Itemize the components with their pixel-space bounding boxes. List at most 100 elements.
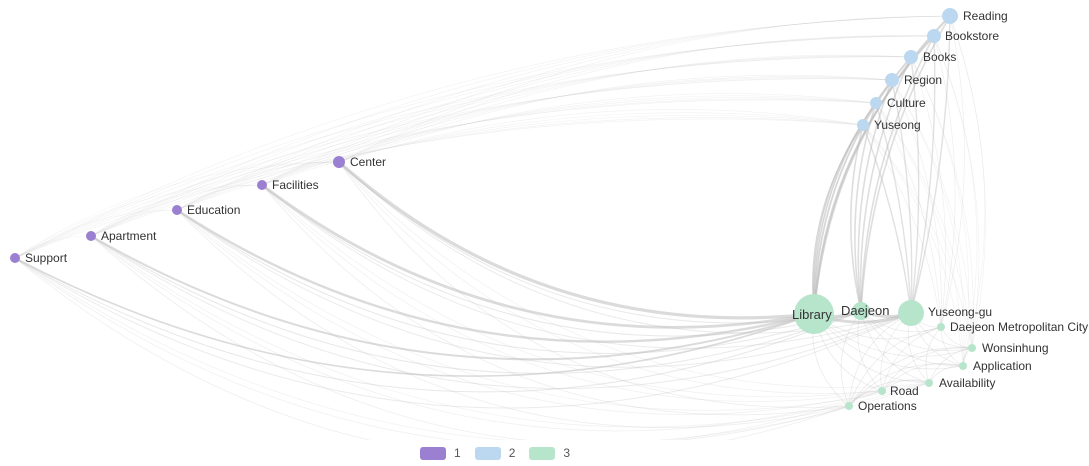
- edge-apartment-reading: [90, 15, 951, 237]
- node-circle-region[interactable]: [885, 73, 899, 87]
- edge-books-dmc: [910, 56, 946, 328]
- node-circle-facilities[interactable]: [257, 180, 267, 190]
- edge-education-yuseonggu: [176, 209, 912, 368]
- node-culture[interactable]: Culture: [870, 96, 926, 110]
- edge-support-library: [14, 257, 815, 377]
- edge-culture-daejeon: [854, 102, 877, 312]
- node-yuseong[interactable]: Yuseong: [857, 118, 921, 132]
- edge-availability-operations: [848, 380, 930, 407]
- node-reading[interactable]: Reading: [942, 8, 1008, 24]
- edge-education-yuseong: [176, 115, 864, 211]
- edge-region-daejeon: [857, 79, 893, 312]
- edge-support-region: [14, 78, 893, 259]
- edge-bookstore-wonsinhung: [933, 35, 980, 349]
- node-label-center: Center: [350, 155, 386, 169]
- edge-bookstore-yuseonggu: [910, 35, 936, 314]
- node-availability[interactable]: Availability: [925, 376, 995, 390]
- edge-support-reading: [14, 15, 951, 259]
- legend: 1 2 3: [420, 446, 570, 460]
- node-label-road: Road: [890, 384, 919, 398]
- node-books[interactable]: Books: [904, 50, 956, 64]
- node-region[interactable]: Region: [885, 73, 942, 87]
- edge-facilities-daejeon: [261, 184, 862, 337]
- node-circle-bookstore[interactable]: [927, 29, 941, 43]
- node-wonsinhung[interactable]: Wonsinhung: [968, 341, 1049, 355]
- node-support[interactable]: Support: [10, 251, 68, 265]
- node-circle-operations[interactable]: [845, 402, 853, 410]
- node-label-availability: Availability: [939, 376, 995, 390]
- edge-region-yuseonggu: [891, 79, 913, 314]
- node-circle-support[interactable]: [10, 253, 20, 263]
- edge-facilities-operations: [261, 184, 850, 416]
- edge-support-yuseonggu: [14, 257, 912, 409]
- node-dmc[interactable]: Daejeon Metropolitan City: [937, 320, 1088, 334]
- node-road[interactable]: Road: [878, 384, 919, 398]
- node-center[interactable]: Center: [333, 155, 386, 169]
- node-application[interactable]: Application: [959, 359, 1032, 373]
- edge-support-yuseong: [14, 118, 864, 259]
- node-circle-center[interactable]: [333, 156, 345, 168]
- edge-facilities-road: [261, 184, 883, 402]
- edge-facilities-yuseonggu: [261, 184, 912, 349]
- edge-bookstore-daejeon: [860, 35, 935, 312]
- node-circle-availability[interactable]: [925, 379, 933, 387]
- legend-item-2: 2: [474, 446, 516, 460]
- node-label-dmc: Daejeon Metropolitan City: [950, 320, 1088, 334]
- node-education[interactable]: Education: [172, 203, 240, 217]
- node-daejeon[interactable]: Daejeon: [841, 302, 889, 320]
- node-circle-application[interactable]: [959, 362, 967, 370]
- edge-reading-yuseonggu: [910, 15, 951, 314]
- edge-center-road: [338, 161, 883, 394]
- edge-center-yuseong: [338, 109, 864, 163]
- edge-daejeon-operations: [840, 310, 862, 407]
- edge-library-application: [813, 313, 964, 370]
- legend-swatch-2: [474, 446, 501, 460]
- node-circle-dmc[interactable]: [937, 323, 945, 331]
- edge-yuseong-yuseonggu: [862, 124, 912, 314]
- edge-books-daejeon: [859, 56, 912, 312]
- edge-support-center: [14, 161, 340, 259]
- edge-education-daejeon: [176, 209, 862, 354]
- node-label-wonsinhung: Wonsinhung: [982, 341, 1049, 355]
- node-operations[interactable]: Operations: [845, 399, 917, 413]
- node-circle-library[interactable]: [794, 294, 834, 334]
- node-circle-apartment[interactable]: [86, 231, 96, 241]
- network-graph: Support Apartment Education Facilities Cente…: [10, 8, 1088, 440]
- edge-region-wonsinhung: [891, 79, 973, 349]
- node-apartment[interactable]: Apartment: [86, 229, 157, 243]
- edge-yuseong-dmc: [862, 124, 942, 328]
- edge-support-daejeon: [14, 257, 862, 393]
- node-library[interactable]: Library: [792, 294, 834, 334]
- edge-apartment-road: [90, 235, 883, 432]
- node-circle-yuseong[interactable]: [857, 119, 869, 131]
- edge-support-books: [14, 56, 912, 259]
- edge-apartment-yuseonggu: [90, 235, 912, 389]
- legend-label-2: 2: [508, 446, 516, 460]
- edge-books-yuseonggu: [910, 56, 920, 314]
- node-yuseonggu[interactable]: Yuseong-gu: [898, 300, 992, 326]
- edge-apartment-center: [90, 161, 340, 237]
- node-circle-reading[interactable]: [942, 8, 958, 24]
- node-circle-education[interactable]: [172, 205, 182, 215]
- edge-center-availability: [338, 161, 930, 388]
- edge-daejeon-road: [857, 310, 883, 392]
- node-circle-books[interactable]: [904, 50, 918, 64]
- node-circle-road[interactable]: [878, 387, 886, 395]
- node-circle-wonsinhung[interactable]: [968, 344, 976, 352]
- edge-books-wonsinhung: [910, 56, 974, 349]
- edge-books-application: [910, 56, 969, 367]
- node-facilities[interactable]: Facilities: [257, 178, 319, 192]
- edge-culture-application: [875, 102, 964, 367]
- edge-center-culture: [338, 93, 877, 163]
- node-circle-yuseonggu[interactable]: [898, 300, 924, 326]
- node-circle-culture[interactable]: [870, 97, 882, 109]
- node-label-daejeon: Daejeon: [841, 303, 889, 318]
- node-label-yuseonggu: Yuseong-gu: [928, 305, 992, 319]
- edge-support-operations: [14, 257, 850, 440]
- edge-apartment-books: [90, 56, 912, 237]
- edge-library-wonsinhung: [813, 313, 973, 357]
- edge-facilities-region: [261, 76, 893, 186]
- node-circle-daejeon[interactable]: [852, 302, 870, 320]
- node-bookstore[interactable]: Bookstore: [927, 29, 999, 43]
